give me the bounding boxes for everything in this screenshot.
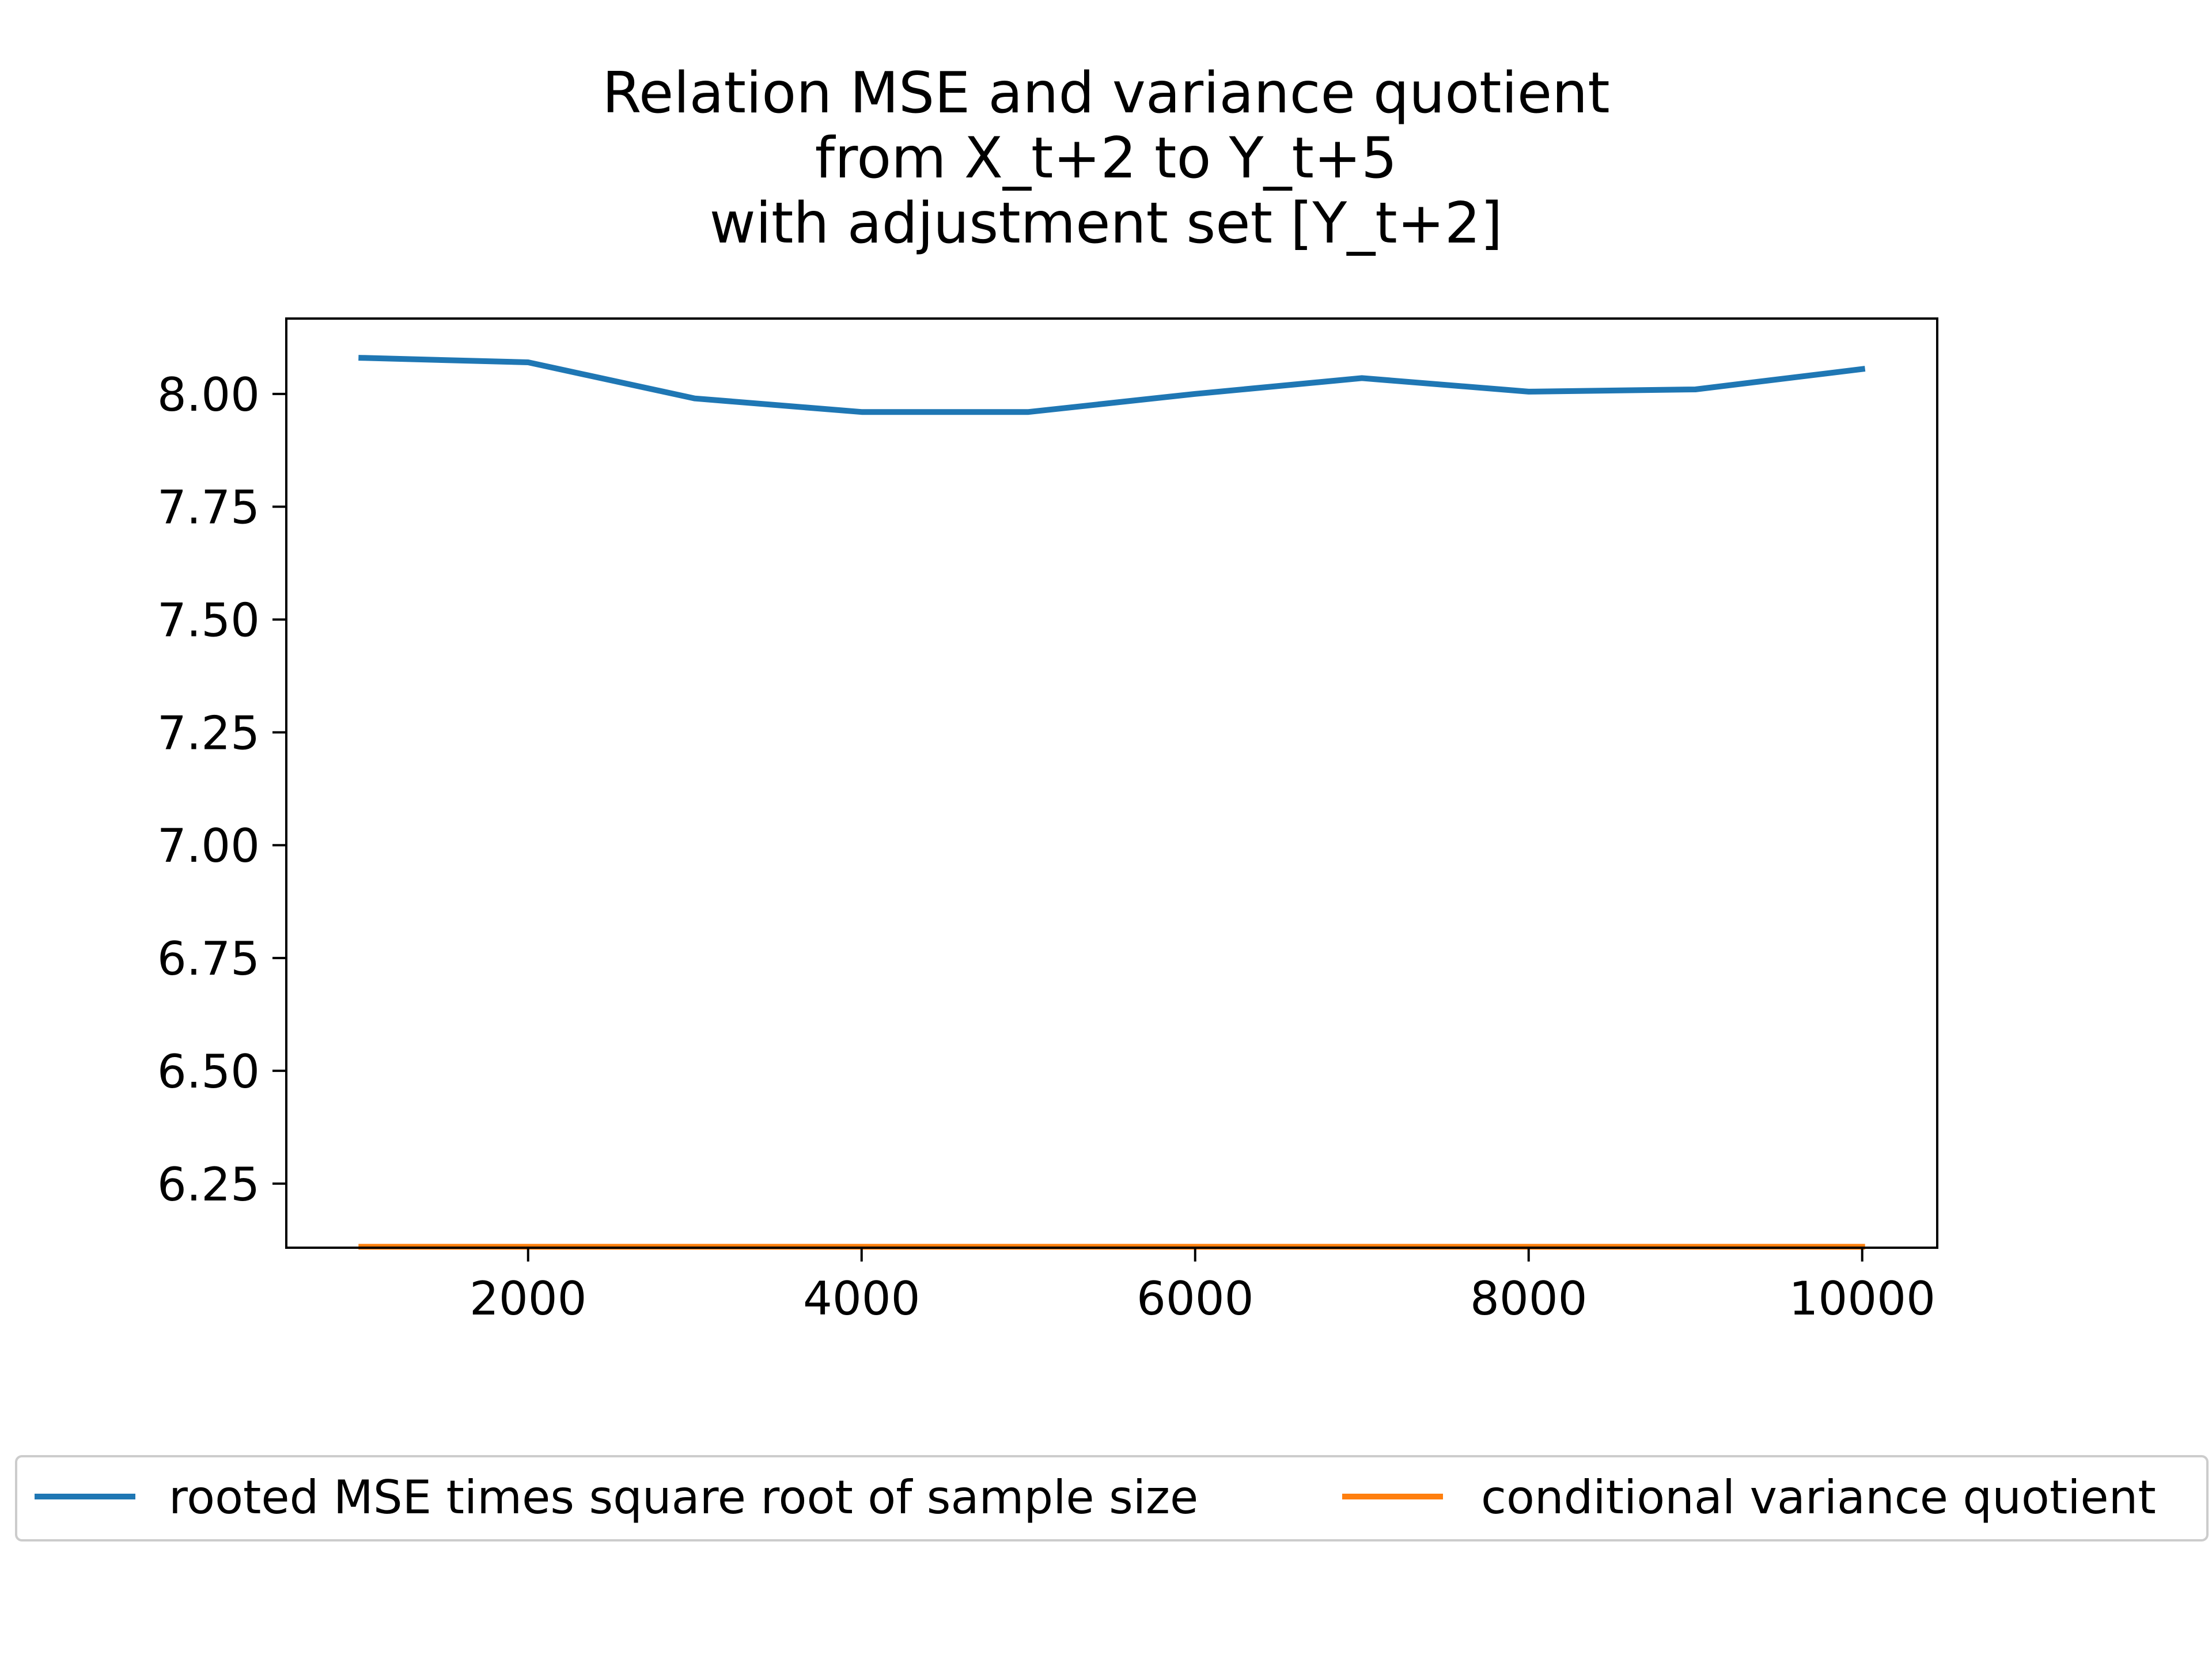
x-tick-label: 6000 — [1137, 1272, 1254, 1325]
plot-frame — [285, 317, 1938, 1249]
chart-title: Relation MSE and variance quotient from … — [602, 60, 1609, 256]
y-tick-label: 8.00 — [157, 368, 260, 422]
chart-title-line-3: with adjustment set [Y_t+2] — [710, 191, 1503, 256]
x-tick-label: 2000 — [469, 1272, 587, 1325]
legend: rooted MSE times square root of sample s… — [15, 1455, 2209, 1541]
y-tick-label: 7.00 — [157, 819, 260, 873]
legend-label-2: conditional variance quotient — [1481, 1471, 2156, 1524]
y-tick-label: 6.25 — [157, 1158, 260, 1211]
plot-area: 2000 4000 6000 8000 10000 6.25 6.50 6.75 7.00 7.2… — [157, 317, 1938, 1325]
x-tick-label: 8000 — [1470, 1272, 1588, 1325]
y-tick-label: 6.75 — [157, 932, 260, 986]
legend-label-1: rooted MSE times square root of sample s… — [169, 1471, 1198, 1524]
x-tick-label: 4000 — [803, 1272, 921, 1325]
y-tick-label: 7.75 — [157, 481, 260, 535]
x-tick-label: 10000 — [1789, 1272, 1936, 1325]
chart-title-line-2: from X_t+2 to Y_t+5 — [815, 126, 1397, 191]
series-line-1 — [358, 355, 1866, 415]
y-tick-label: 6.50 — [157, 1045, 260, 1099]
chart-title-line-1: Relation MSE and variance quotient — [602, 60, 1609, 126]
y-tick-label: 7.50 — [157, 594, 260, 647]
y-tick-label: 7.25 — [157, 706, 260, 760]
legend-box — [15, 1455, 2209, 1541]
